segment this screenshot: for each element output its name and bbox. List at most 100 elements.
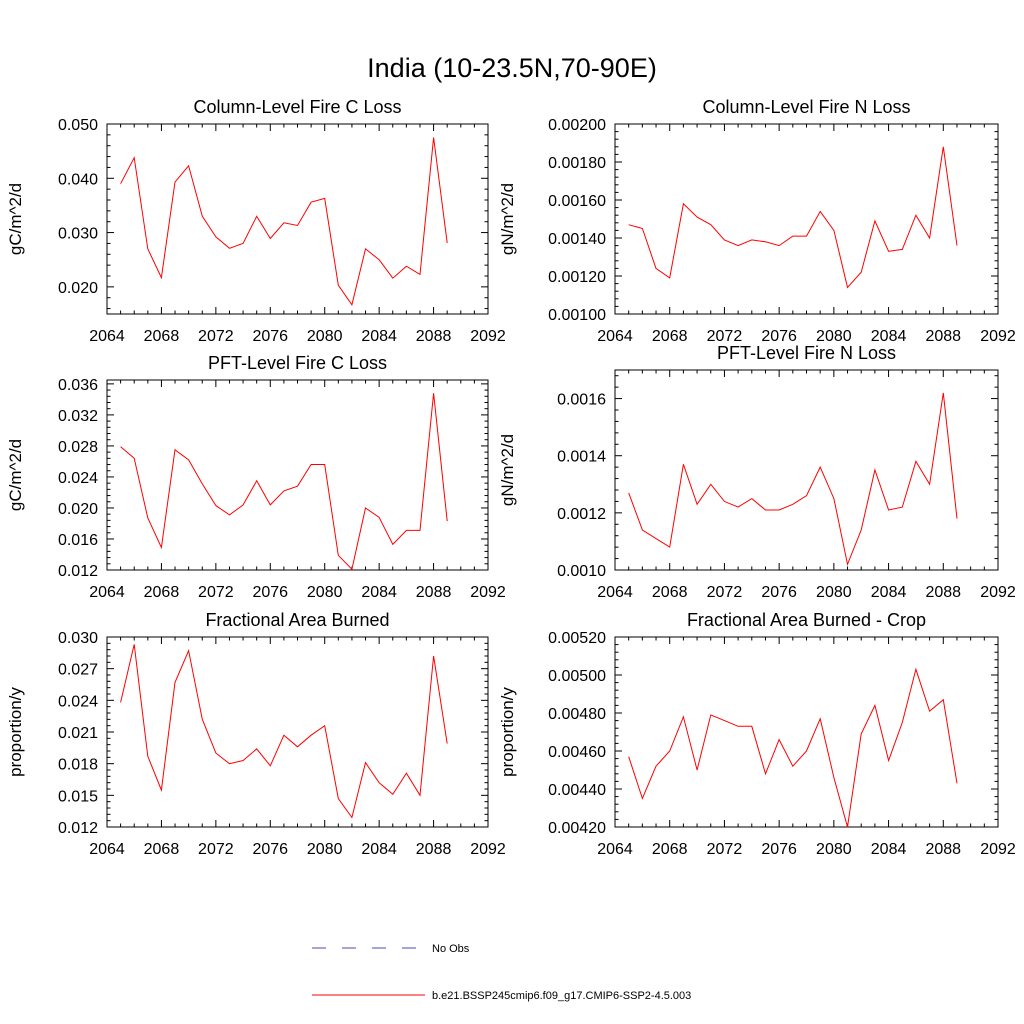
x-tick-label: 2068 (652, 841, 688, 858)
y-tick-label: 0.040 (58, 171, 98, 188)
y-tick-label: 0.027 (58, 662, 98, 679)
x-tick-label: 2076 (252, 584, 288, 601)
panels: Column-Level Fire C Loss 2064 2068 2072 2076… (6, 97, 1016, 858)
x-tick-label: 2064 (597, 584, 633, 601)
x-tick-label: 2088 (925, 328, 961, 345)
y-tick-label: 0.021 (58, 725, 98, 742)
y-tick-label: 0.00440 (548, 782, 606, 799)
x-tick-label: 2084 (871, 841, 907, 858)
x-tick-label: 2068 (652, 328, 688, 345)
x-tick-label: 2064 (597, 841, 633, 858)
legend-label: No Obs (432, 943, 470, 955)
x-tick-label: 2080 (816, 584, 852, 601)
x-tick-label: 2088 (925, 841, 961, 858)
x-tick-label: 2080 (307, 841, 343, 858)
y-tick-label: 0.018 (58, 757, 98, 774)
x-tick-label: 2092 (980, 328, 1016, 345)
series-line-1 (628, 392, 958, 567)
x-tick-label: 2076 (252, 841, 288, 858)
y-tick-label: 0.00520 (548, 630, 606, 647)
y-tick-label: 0.00420 (548, 820, 606, 837)
x-tick-label: 2080 (816, 841, 852, 858)
plot-frame (106, 123, 489, 315)
series-line-1 (120, 644, 448, 819)
y-axis-label: gN/m^2/d (498, 434, 517, 506)
x-tick-label: 2084 (871, 328, 907, 345)
x-tick-label: 2064 (597, 328, 633, 345)
x-tick-label: 2088 (416, 584, 452, 601)
series-line-1 (628, 667, 958, 828)
y-axis-label: gC/m^2/d (6, 439, 25, 511)
y-tick-label: 0.030 (58, 226, 98, 243)
legend-item-2: b.e21.BSSP245cmip6.f09_g17.CMIP6-SSP2-4.… (312, 990, 691, 1002)
chart-panel-4: PFT-Level Fire N Loss 2064 2068 2072 2076 208… (498, 343, 1016, 601)
figure-title: India (10-23.5N,70-90E) (367, 53, 657, 83)
x-tick-label: 2080 (307, 328, 343, 345)
x-tick-label: 2092 (470, 584, 506, 601)
series-line-1 (120, 393, 448, 571)
x-tick-label: 2076 (252, 328, 288, 345)
x-tick-label: 2064 (89, 328, 125, 345)
x-tick-label: 2072 (707, 841, 743, 858)
panel-title: Column-Level Fire C Loss (193, 97, 401, 117)
plot-frame (106, 379, 489, 571)
y-tick-label: 0.030 (58, 630, 98, 647)
y-tick-label: 0.020 (58, 280, 98, 297)
panel-title: Fractional Area Burned (205, 610, 389, 630)
legend: No Obs b.e21.BSSP245cmip6.f09_g17.CMIP6-S… (312, 943, 691, 1002)
x-tick-label: 2084 (361, 584, 397, 601)
chart-panel-5: Fractional Area Burned 2064 2068 2072 2076 20… (6, 610, 506, 858)
plot-frame (106, 636, 489, 828)
y-tick-label: 0.0012 (557, 506, 606, 523)
x-tick-label: 2084 (871, 584, 907, 601)
x-tick-label: 2076 (761, 841, 797, 858)
x-tick-label: 2072 (198, 328, 234, 345)
panel-title: PFT-Level Fire N Loss (717, 343, 896, 363)
x-tick-label: 2084 (361, 328, 397, 345)
y-tick-label: 0.024 (58, 470, 98, 487)
x-tick-label: 2068 (652, 584, 688, 601)
x-tick-label: 2080 (816, 328, 852, 345)
plot-frame (614, 636, 999, 828)
y-tick-label: 0.0014 (557, 449, 606, 466)
x-tick-label: 2088 (925, 584, 961, 601)
plot-frame (614, 123, 999, 315)
x-tick-label: 2072 (707, 328, 743, 345)
y-axis-label: gN/m^2/d (498, 183, 517, 255)
y-tick-label: 0.00120 (548, 269, 606, 286)
x-tick-label: 2088 (416, 328, 452, 345)
y-tick-label: 0.036 (58, 377, 98, 394)
x-tick-label: 2064 (89, 841, 125, 858)
y-tick-label: 0.0010 (557, 563, 606, 580)
y-tick-label: 0.016 (58, 532, 98, 549)
chart-panel-3: PFT-Level Fire C Loss 2064 2068 2072 2076 208… (6, 353, 506, 601)
legend-item-1: No Obs (312, 943, 470, 955)
x-tick-label: 2092 (980, 841, 1016, 858)
y-tick-label: 0.00100 (548, 307, 606, 324)
plot-frame (614, 369, 999, 571)
y-tick-label: 0.00500 (548, 668, 606, 685)
y-axis-label: proportion/y (6, 687, 25, 777)
y-tick-label: 0.00480 (548, 706, 606, 723)
x-tick-label: 2072 (198, 584, 234, 601)
x-tick-label: 2076 (761, 584, 797, 601)
y-tick-label: 0.00140 (548, 231, 606, 248)
panel-title: Fractional Area Burned - Crop (687, 610, 926, 630)
y-tick-label: 0.015 (58, 788, 98, 805)
y-axis-label: gC/m^2/d (6, 183, 25, 255)
x-tick-label: 2072 (707, 584, 743, 601)
x-tick-label: 2076 (761, 328, 797, 345)
panel-title: PFT-Level Fire C Loss (208, 353, 387, 373)
x-tick-label: 2068 (144, 328, 180, 345)
panel-title: Column-Level Fire N Loss (702, 97, 910, 117)
x-tick-label: 2068 (144, 841, 180, 858)
y-tick-label: 0.032 (58, 408, 98, 425)
y-tick-label: 0.012 (58, 563, 98, 580)
y-tick-label: 0.024 (58, 693, 98, 710)
x-tick-label: 2080 (307, 584, 343, 601)
y-tick-label: 0.050 (58, 117, 98, 134)
chart-panel-6: Fractional Area Burned - Crop 2064 2068 207… (498, 610, 1016, 858)
legend-label: b.e21.BSSP245cmip6.f09_g17.CMIP6-SSP2-4.… (432, 990, 691, 1002)
chart-panel-2: Column-Level Fire N Loss 2064 2068 2072 2076… (498, 97, 1016, 345)
